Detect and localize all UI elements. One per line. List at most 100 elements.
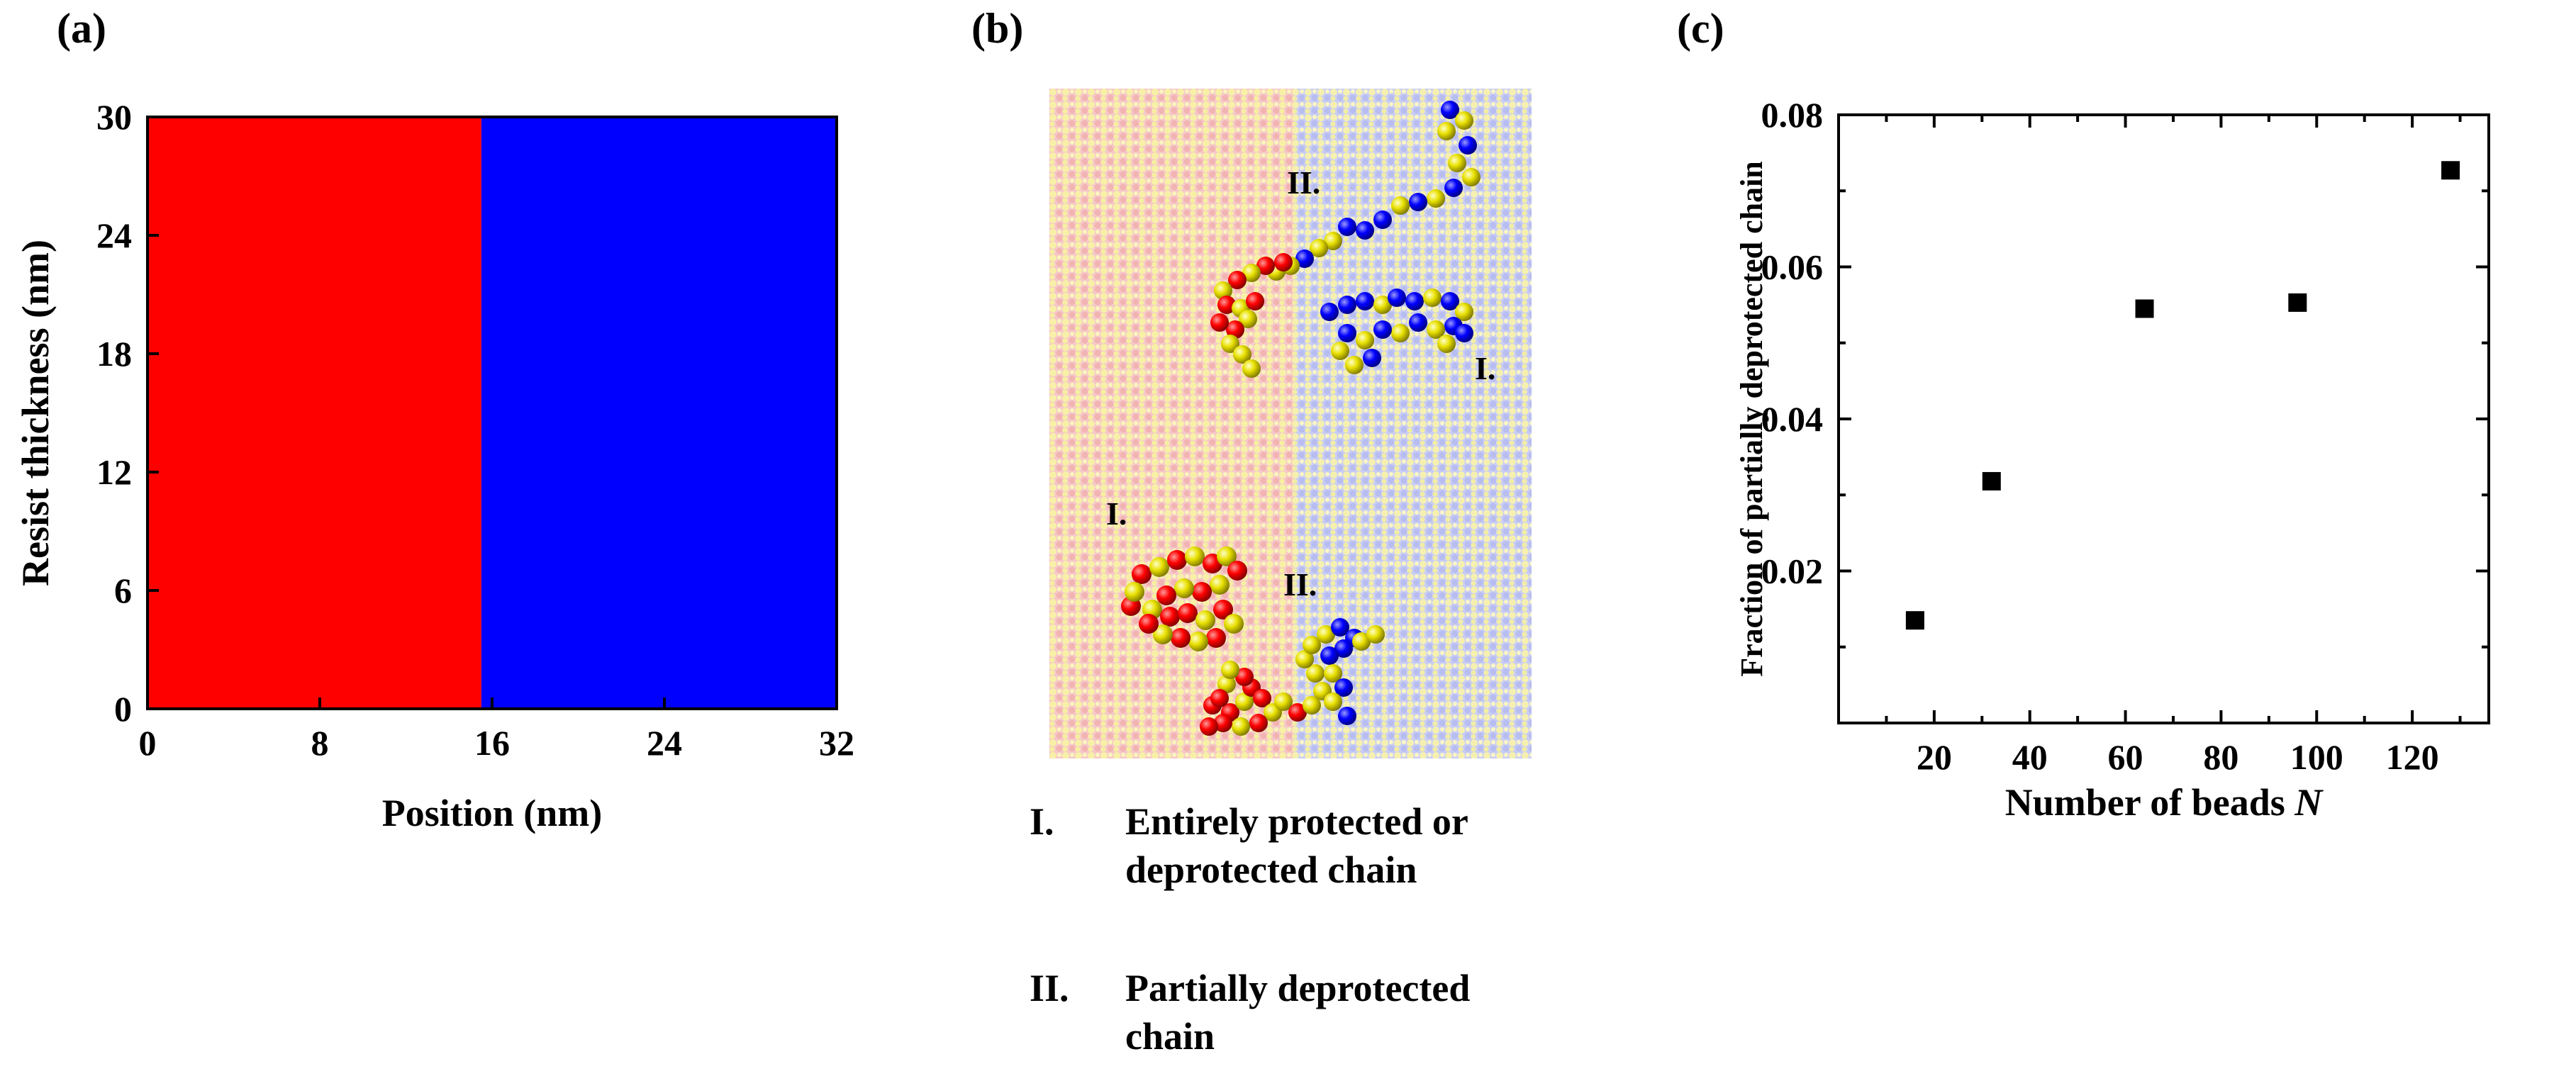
panel-label-a: (a) — [57, 5, 106, 52]
legend-text: Partially deprotected chain — [1125, 967, 1471, 1058]
bead — [1233, 345, 1251, 364]
bead — [1295, 650, 1314, 668]
bead — [1324, 664, 1342, 683]
bead — [1391, 324, 1410, 342]
data-point — [1905, 611, 1924, 630]
bead — [1324, 232, 1342, 250]
legend-text: Entirely protected or deprotected chain — [1125, 800, 1468, 891]
bead — [1437, 122, 1456, 140]
x-tick-label: 0 — [139, 723, 157, 763]
legend-number: I. — [1030, 800, 1054, 843]
bead — [1448, 154, 1466, 172]
bead — [1188, 632, 1208, 651]
bead — [1246, 292, 1264, 310]
x-tick-label: 80 — [2203, 737, 2238, 777]
bead — [1217, 675, 1236, 693]
bead — [1455, 303, 1473, 321]
bead — [1214, 281, 1232, 300]
bead — [1303, 696, 1321, 714]
region-1 — [481, 117, 837, 709]
bead — [1352, 632, 1371, 651]
bead — [1444, 179, 1463, 197]
bead — [1409, 193, 1427, 211]
bead — [1366, 625, 1385, 644]
bead — [1306, 664, 1325, 683]
bead — [1274, 693, 1293, 711]
bead — [1217, 296, 1236, 314]
panel-label-b: (b) — [971, 5, 1024, 52]
protected-region — [1049, 89, 1294, 758]
bead — [1235, 693, 1254, 711]
bead — [1295, 250, 1314, 268]
bead — [1214, 714, 1232, 732]
legend-item-ii: II. Partially deprotected chain — [1030, 964, 1526, 1063]
bead — [1149, 557, 1169, 577]
bead — [1437, 335, 1456, 353]
bead — [1388, 288, 1406, 307]
bead — [1227, 561, 1247, 581]
bead — [1210, 575, 1230, 595]
bead — [1334, 678, 1353, 697]
bead — [1441, 101, 1459, 119]
bead — [1132, 564, 1152, 584]
simulation-snapshot: II. I. I. II. — [1049, 89, 1532, 758]
x-tick-label: 32 — [819, 723, 854, 763]
x-tick-label: 8 — [311, 723, 329, 763]
panel-label-c: (c) — [1677, 5, 1724, 52]
y-tick-label: 0.04 — [1761, 399, 1824, 439]
bead — [1331, 342, 1349, 360]
chart-a: 0 8 16 24 32 0 6 12 18 24 30 Position (nm) Resist th… — [14, 97, 854, 834]
bead — [1239, 310, 1257, 328]
bead — [1373, 320, 1392, 339]
bead — [1156, 585, 1176, 605]
bead — [1373, 211, 1392, 229]
bead — [1185, 547, 1205, 566]
bead — [1427, 189, 1445, 208]
chain-label-upper-ii: II. — [1287, 164, 1320, 201]
y-tick-label: 0.06 — [1761, 247, 1824, 287]
bead — [1356, 292, 1374, 310]
bead — [1423, 288, 1442, 307]
bead — [1303, 636, 1321, 654]
bead — [1331, 618, 1349, 637]
y-tick-label: 6 — [114, 571, 132, 610]
bead — [1221, 661, 1239, 679]
bead — [1178, 603, 1198, 623]
bead — [1455, 111, 1473, 130]
bead — [1373, 296, 1392, 314]
legend-item-i: I. Entirely protected or deprotected cha… — [1030, 797, 1526, 897]
bead — [1210, 689, 1229, 707]
bead — [1174, 578, 1194, 598]
bead — [1226, 320, 1244, 339]
bead — [1317, 625, 1335, 644]
bead — [1249, 714, 1268, 732]
x-tick-label: 40 — [2012, 737, 2048, 777]
x-tick-label: 120 — [2386, 737, 2439, 777]
bead — [1338, 324, 1356, 342]
y-tick-label: 12 — [96, 452, 132, 492]
y-tick-label: 0 — [114, 689, 132, 729]
x-axis-title: Position (nm) — [382, 792, 603, 834]
chain-label-left-i: I. — [1106, 495, 1127, 532]
bead — [1167, 550, 1187, 570]
bead — [1320, 303, 1339, 321]
bead — [1338, 218, 1356, 236]
bead — [1232, 717, 1250, 736]
legend-number: II. — [1030, 967, 1069, 1009]
bead — [1405, 292, 1424, 310]
bead — [1288, 703, 1307, 722]
chart-c: 20 40 60 80 100 120 0.02 0.04 0.06 0.08 Number of … — [1734, 95, 2490, 824]
bead — [1139, 614, 1159, 634]
bead — [1409, 313, 1427, 332]
data-point — [2288, 293, 2307, 312]
bead — [1427, 320, 1445, 339]
bead — [1206, 628, 1226, 648]
data-point — [2135, 299, 2154, 318]
bead — [1441, 292, 1459, 310]
bead — [1235, 668, 1254, 686]
x-tick-label: 20 — [1917, 737, 1952, 777]
plot-frame-c — [1837, 113, 2490, 724]
x-axis-title: Number of beads N — [2005, 781, 2324, 824]
bead — [1274, 253, 1293, 271]
chain-label-lower-ii: II. — [1283, 566, 1317, 603]
